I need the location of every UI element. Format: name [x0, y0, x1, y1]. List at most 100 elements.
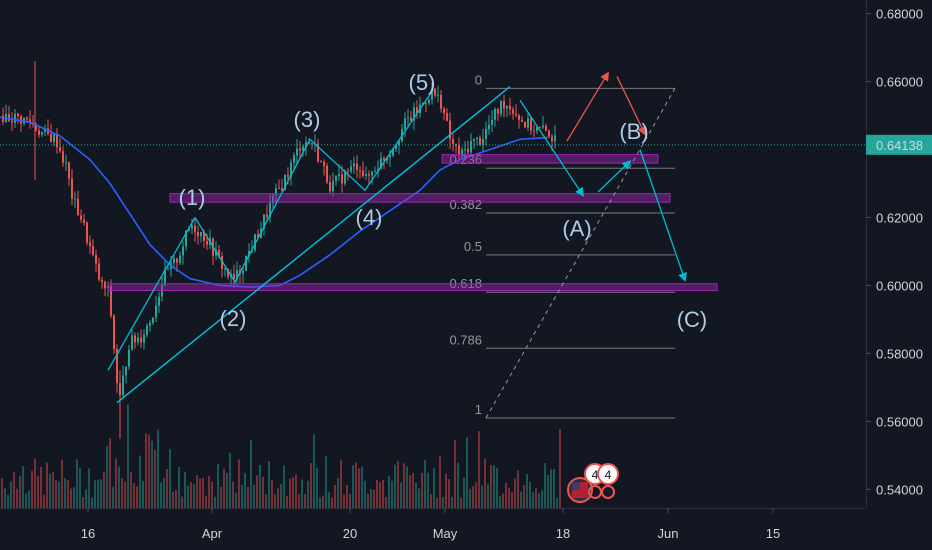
candle-body — [215, 249, 217, 256]
volume-bar — [352, 465, 354, 508]
volume-bar — [106, 446, 108, 508]
volume-bar — [289, 478, 291, 508]
volume-bar — [346, 484, 348, 508]
candle-body — [128, 349, 130, 367]
volume-bar — [553, 468, 555, 508]
candle-body — [503, 101, 505, 109]
volume-bar — [391, 480, 393, 508]
volume-bar — [526, 473, 528, 508]
volume-bar — [58, 481, 60, 508]
candle-body — [278, 188, 280, 190]
volume-bar — [532, 492, 534, 508]
candle-body — [413, 107, 415, 121]
candle-body — [485, 129, 487, 140]
volume-bar — [475, 482, 477, 508]
candle-body — [497, 109, 499, 114]
candle-body — [359, 169, 361, 171]
candle-body — [89, 242, 91, 247]
candle-body — [506, 105, 508, 109]
volume-bar — [337, 478, 339, 508]
candle-body — [527, 118, 529, 128]
candle-body — [392, 148, 394, 156]
volume-bar — [349, 493, 351, 508]
candle-body — [143, 334, 145, 343]
volume-bar — [517, 470, 519, 508]
volume-bar — [409, 475, 411, 508]
candle-body — [86, 222, 88, 243]
candle-body — [350, 166, 352, 172]
volume-bar — [505, 482, 507, 508]
candle-body — [311, 143, 313, 145]
candle-body — [269, 203, 271, 217]
volume-bar — [154, 449, 156, 508]
volume-bar — [88, 468, 90, 508]
volume-bar — [163, 477, 165, 508]
volume-bar — [61, 459, 63, 508]
volume-bar — [199, 478, 201, 508]
volume-bar — [436, 497, 438, 508]
volume-bar — [430, 494, 432, 508]
candle-body — [20, 116, 22, 124]
volume-bar — [415, 482, 417, 508]
candle-body — [167, 269, 169, 271]
volume-bar — [127, 404, 129, 508]
volume-bar — [136, 486, 138, 508]
y-tick-label: 0.58000 — [876, 346, 923, 361]
candle-body — [356, 163, 358, 170]
volume-bar — [25, 493, 27, 508]
volume-bar — [109, 438, 111, 508]
volume-bar — [355, 462, 357, 508]
volume-bar — [34, 458, 36, 508]
volume-bar — [271, 480, 273, 508]
candle-body — [176, 258, 178, 263]
candle-body — [101, 279, 103, 282]
volume-bar — [43, 494, 45, 508]
candle-body — [38, 130, 40, 135]
candle-body — [233, 274, 235, 280]
volume-bar — [67, 479, 69, 508]
volume-bar — [280, 483, 282, 508]
volume-bar — [292, 477, 294, 508]
volume-bar — [286, 495, 288, 508]
candle-body — [125, 366, 127, 376]
volume-bar — [268, 461, 270, 508]
candle-body — [335, 176, 337, 181]
y-tick-label: 0.68000 — [876, 7, 923, 22]
volume-bar — [478, 431, 480, 508]
candle-body — [494, 109, 496, 120]
candle-body — [407, 117, 409, 119]
impulse-wave-path — [194, 89, 434, 284]
candle-body — [416, 107, 418, 114]
candle-body — [17, 113, 19, 117]
wave-label: (5) — [409, 70, 436, 95]
candle-body — [290, 162, 292, 177]
candle-body — [398, 140, 400, 146]
volume-bar — [361, 466, 363, 508]
volume-bar — [316, 467, 318, 508]
volume-bar — [91, 497, 93, 508]
volume-bar — [544, 463, 546, 508]
wave-1-line — [107, 217, 196, 371]
candle-body — [545, 125, 547, 131]
x-tick-label: 16 — [81, 526, 95, 541]
fib-level-label: 0.382 — [449, 197, 482, 212]
volume-bar — [367, 493, 369, 508]
candle-body — [542, 125, 544, 128]
candle-body — [524, 121, 526, 128]
candle-body — [473, 138, 475, 141]
volume-bar — [178, 467, 180, 508]
candle-body — [530, 118, 532, 131]
alt-arrow-down — [616, 76, 646, 136]
volume-bar — [37, 476, 39, 508]
volume-bar — [523, 484, 525, 508]
volume-bar — [322, 495, 324, 508]
candle-body — [488, 124, 490, 130]
candle-body — [434, 89, 436, 96]
candle-body — [284, 175, 286, 191]
candle-body — [533, 130, 535, 132]
volume-bar — [118, 466, 120, 508]
flag-canton-icon — [572, 482, 580, 490]
wave-label: (A) — [562, 216, 591, 241]
candle-body — [281, 188, 283, 191]
